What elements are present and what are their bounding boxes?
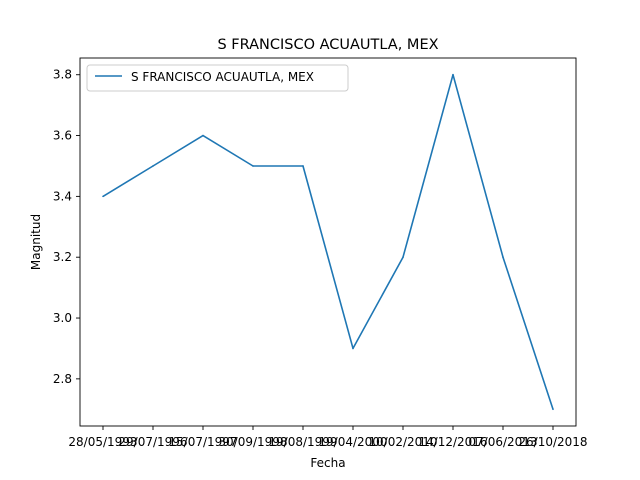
x-axis-label: Fecha: [310, 456, 345, 470]
x-tick-label: 19/08/1999: [268, 435, 337, 449]
legend: S FRANCISCO ACUAUTLA, MEX: [86, 64, 349, 92]
x-tick-label: 19/04/2000: [318, 435, 387, 449]
x-tick-label: 10/02/2010: [368, 435, 437, 449]
data-point: [102, 195, 104, 198]
x-axis-ticks: 28/05/199329/07/199615/07/199730/09/1998…: [68, 426, 588, 449]
data-point: [152, 165, 154, 167]
data-point: [402, 256, 404, 259]
legend-box: [86, 64, 349, 92]
x-tick-label: 07/06/2013: [468, 435, 537, 449]
y-tick-label: 3.0: [53, 311, 72, 325]
data-point: [502, 256, 504, 259]
y-tick-label: 3.8: [53, 68, 72, 82]
x-tick-label: 14/12/2016: [418, 435, 487, 449]
data-point: [202, 134, 204, 137]
y-axis-label: Magnitud: [29, 214, 43, 270]
y-tick-label: 3.4: [53, 189, 72, 203]
x-tick-label: 29/07/1996: [118, 435, 187, 449]
data-point: [302, 165, 304, 167]
y-tick-label: 2.8: [53, 372, 72, 386]
x-tick-label: 30/09/1998: [218, 435, 287, 449]
series-line: [102, 73, 554, 410]
data-point: [352, 347, 354, 350]
y-tick-label: 3.2: [53, 250, 72, 264]
data-point: [252, 165, 254, 167]
data-point: [552, 408, 554, 411]
x-tick-label: 15/07/1997: [168, 435, 237, 449]
series-layer: [102, 73, 554, 411]
data-point: [452, 73, 454, 76]
x-tick-label: 26/10/2018: [518, 435, 587, 449]
y-axis-ticks: 2.8 3.0 3.2 3.4 3.6 3.8: [53, 68, 80, 386]
plot-frame: [79, 57, 577, 427]
chart-title: S FRANCISCO ACUAUTLA, MEX: [217, 37, 438, 53]
y-tick-label: 3.6: [53, 129, 72, 143]
x-tick-label: 28/05/1993: [68, 435, 137, 449]
legend-label: S FRANCISCO ACUAUTLA, MEX: [131, 70, 314, 84]
